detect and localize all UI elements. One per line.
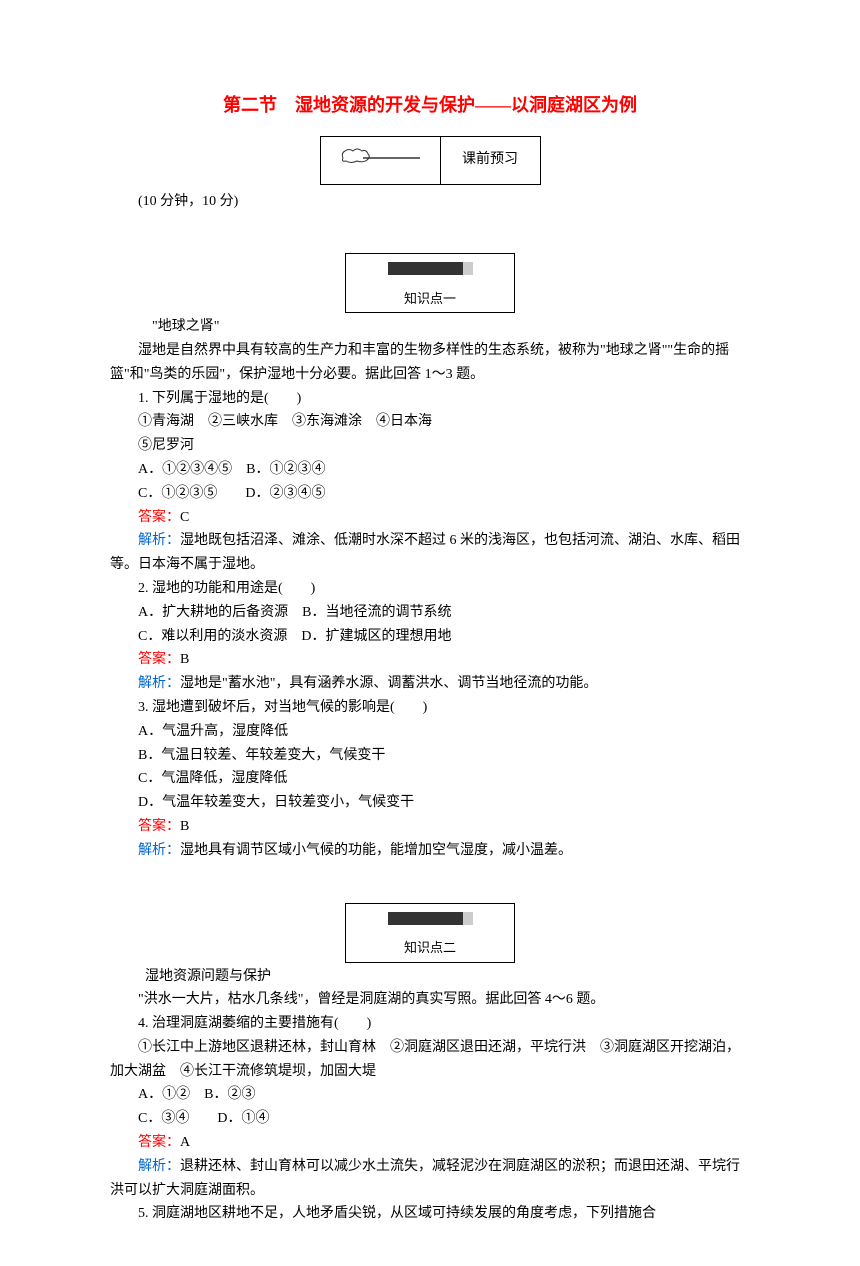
section-1-intro: 湿地是自然界中具有较高的生产力和丰富的生物多样性的生态系统，被称为"地球之肾""…	[110, 339, 750, 387]
decoration-cell	[320, 136, 440, 184]
preview-label-cell: 课前预习	[440, 136, 540, 184]
answer-label: 答案：	[138, 1135, 180, 1150]
preview-box: 课前预习	[110, 136, 750, 185]
knowledge-point-2-label: 知识点二	[346, 937, 514, 959]
q4-options: ①长江中上游地区退耕还林，封山育林 ②洞庭湖区退田还湖，平垸行洪 ③洞庭湖区开挖…	[110, 1036, 750, 1084]
q3-answer: 答案：B	[110, 815, 750, 839]
progress-bar-icon	[388, 912, 473, 925]
answer-label: 答案：	[138, 819, 180, 834]
q2-choice-cd: C．难以利用的淡水资源 D．扩建城区的理想用地	[110, 625, 750, 649]
question-2: 2. 湿地的功能和用途是( )	[110, 577, 750, 601]
q3-choice-d: D．气温年较差变大，日较差变小，气候变干	[110, 791, 750, 815]
answer-value: B	[180, 819, 189, 834]
answer-value: A	[180, 1135, 190, 1150]
title-main-text: 湿地资源的开发与保护——以洞庭湖区为例	[277, 95, 637, 115]
q1-choice-cd: C．①②③⑤ D．②③④⑤	[110, 482, 750, 506]
q1-explanation: 解析：湿地既包括沼泽、滩涂、低潮时水深不超过 6 米的浅海区，也包括河流、湖泊、…	[110, 529, 750, 577]
timing-text: (10 分钟，10 分)	[110, 190, 750, 214]
section-2-name: 湿地资源问题与保护	[110, 965, 750, 989]
progress-bar-icon	[388, 262, 473, 275]
answer-value: C	[180, 510, 189, 525]
knowledge-point-2-box: 知识点二	[110, 903, 750, 963]
title-section-number: 第二节	[223, 95, 277, 115]
q1-options-line2: ⑤尼罗河	[110, 434, 750, 458]
answer-label: 答案：	[138, 510, 180, 525]
knowledge-point-1-box: 知识点一	[110, 253, 750, 313]
q3-choice-b: B．气温日较差、年较差变大，气候变干	[110, 744, 750, 768]
explain-text: 退耕还林、封山育林可以减少水土流失，减轻泥沙在洞庭湖区的淤积；而退田还湖、平垸行…	[110, 1159, 740, 1198]
q1-choice-ab: A．①②③④⑤ B．①②③④	[110, 458, 750, 482]
q4-explanation: 解析：退耕还林、封山育林可以减少水土流失，减轻泥沙在洞庭湖区的淤积；而退田还湖、…	[110, 1155, 750, 1203]
explain-label: 解析：	[138, 676, 180, 691]
q2-answer: 答案：B	[110, 648, 750, 672]
q3-choice-a: A．气温升高，湿度降低	[110, 720, 750, 744]
explain-text: 湿地是"蓄水池"，具有涵养水源、调蓄洪水、调节当地径流的功能。	[180, 676, 597, 691]
question-1: 1. 下列属于湿地的是( )	[110, 387, 750, 411]
q1-answer: 答案：C	[110, 506, 750, 530]
q2-explanation: 解析：湿地是"蓄水池"，具有涵养水源、调蓄洪水、调节当地径流的功能。	[110, 672, 750, 696]
answer-value: B	[180, 652, 189, 667]
q3-choice-c: C．气温降低，湿度降低	[110, 767, 750, 791]
question-3: 3. 湿地遭到破坏后，对当地气候的影响是( )	[110, 696, 750, 720]
explain-label: 解析：	[138, 843, 180, 858]
explain-label: 解析：	[138, 1159, 180, 1174]
q4-choice-cd: C．③④ D．①④	[110, 1107, 750, 1131]
explain-text: 湿地既包括沼泽、滩涂、低潮时水深不超过 6 米的浅海区，也包括河流、湖泊、水库、…	[110, 533, 740, 572]
explain-text: 湿地具有调节区域小气候的功能，能增加空气湿度，减小温差。	[180, 843, 572, 858]
page-title: 第二节 湿地资源的开发与保护——以洞庭湖区为例	[110, 90, 750, 121]
explain-label: 解析：	[138, 533, 180, 548]
q4-answer: 答案：A	[110, 1131, 750, 1155]
section-2-intro: "洪水一大片，枯水几条线"，曾经是洞庭湖的真实写照。据此回答 4～6 题。	[110, 988, 750, 1012]
q1-options-line1: ①青海湖 ②三峡水库 ③东海滩涂 ④日本海	[110, 410, 750, 434]
q3-explanation: 解析：湿地具有调节区域小气候的功能，能增加空气湿度，减小温差。	[110, 839, 750, 863]
q4-choice-ab: A．①② B．②③	[110, 1083, 750, 1107]
question-4: 4. 治理洞庭湖萎缩的主要措施有( )	[110, 1012, 750, 1036]
cloud-line-icon	[335, 143, 425, 178]
answer-label: 答案：	[138, 652, 180, 667]
question-5: 5. 洞庭湖地区耕地不足，人地矛盾尖锐，从区域可持续发展的角度考虑，下列措施合	[110, 1202, 750, 1226]
section-1-name: "地球之肾"	[110, 315, 750, 339]
q2-choice-ab: A．扩大耕地的后备资源 B．当地径流的调节系统	[110, 601, 750, 625]
knowledge-point-1-label: 知识点一	[346, 288, 514, 310]
